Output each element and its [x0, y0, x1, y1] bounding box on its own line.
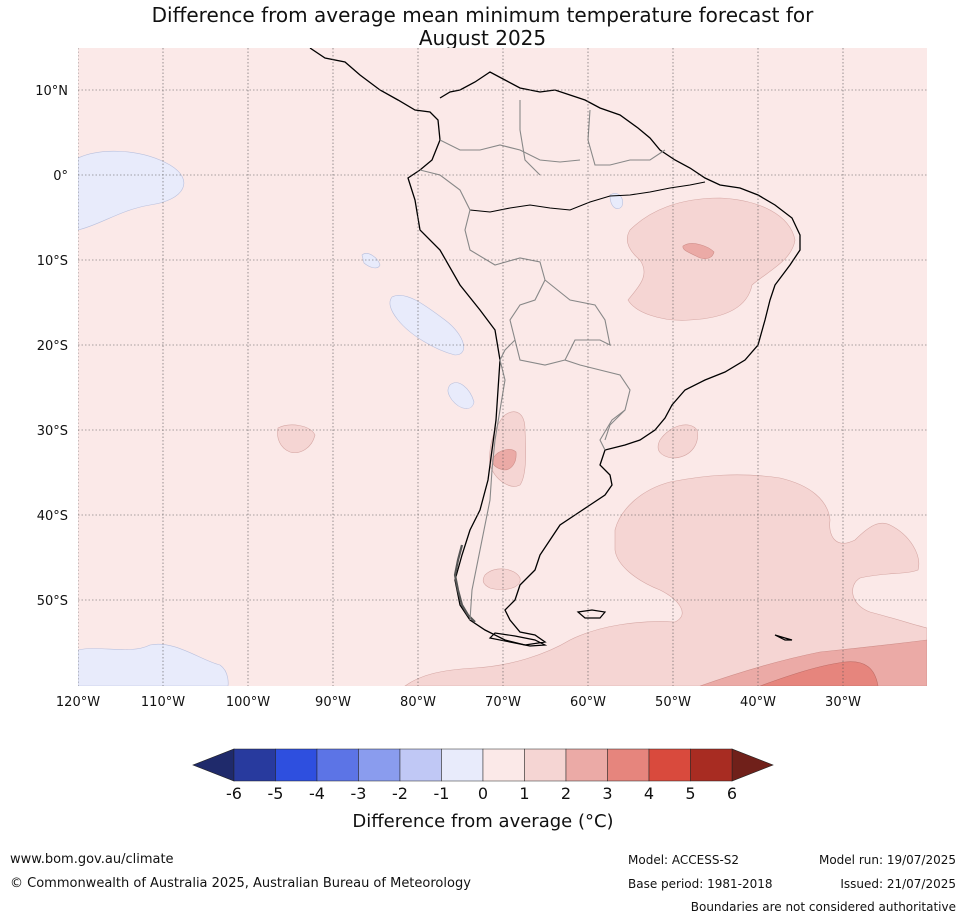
falkland-islands — [576, 609, 607, 619]
longitude-tick-label: 30°W — [825, 695, 861, 710]
latitude-tick-label: 10°S — [37, 254, 68, 269]
latitude-tick-label: 0° — [53, 169, 68, 184]
longitude-tick-label: 120°W — [56, 695, 100, 710]
colorbar-segment — [233, 748, 276, 782]
warm-area-uruguay-coast — [657, 424, 698, 459]
chile-archipelago — [453, 544, 476, 623]
footer-base-period: Base period: 1981-2018 — [628, 877, 773, 891]
cool-patch-small-1 — [361, 253, 381, 269]
latitude-tick-label: 40°S — [37, 509, 68, 524]
colorbar-tick-label: -6 — [226, 784, 242, 803]
amazon-river — [469, 181, 706, 213]
title-line-1: Difference from average mean minimum tem… — [151, 3, 814, 27]
coastline-south-america — [309, 48, 801, 646]
colorbar-tick-label: 3 — [602, 784, 612, 803]
colorbar-segment — [275, 748, 318, 782]
longitude-tick-label: 80°W — [400, 695, 436, 710]
warm-area-northeast-brazil — [627, 197, 796, 321]
map-title: Difference from average mean minimum tem… — [0, 4, 965, 50]
longitude-tick-label: 90°W — [315, 695, 351, 710]
warm-area-patagonia — [482, 568, 521, 590]
colorbar-low-extend — [192, 748, 235, 782]
longitude-tick-label: 100°W — [226, 695, 270, 710]
coastline-layer — [309, 48, 801, 647]
cool-patch-brazil-coast — [609, 193, 623, 209]
colorbar-tick-label: -4 — [309, 784, 325, 803]
colorbar-segment — [316, 748, 359, 782]
title-line-2: August 2025 — [418, 26, 547, 50]
latitude-tick-label: 50°S — [37, 594, 68, 609]
warm-area-south-atlantic — [404, 474, 927, 686]
colorbar: -6 -5 -4 -3 -2 -1 0 1 2 3 4 5 6 — [192, 748, 774, 803]
longitude-tick-label: 50°W — [655, 695, 691, 710]
warm-area-pacific-small — [277, 424, 316, 453]
longitude-tick-label: 70°W — [485, 695, 521, 710]
longitude-tick-label: 40°W — [740, 695, 776, 710]
colorbar-tick-label: 1 — [519, 784, 529, 803]
colorbar-high-extend — [731, 748, 774, 782]
graticule — [78, 48, 927, 686]
colorbar-tick-label: 2 — [561, 784, 571, 803]
colorbar-tick-label: 6 — [727, 784, 737, 803]
cool-patch-small-2 — [447, 382, 475, 409]
latitude-tick-label: 20°S — [37, 339, 68, 354]
cool-patch-peru-offshore — [389, 295, 464, 356]
colorbar-tick-label: 5 — [685, 784, 695, 803]
colorbar-tick-label: 0 — [478, 784, 488, 803]
longitude-labels: 120°W 110°W 100°W 90°W 80°W 70°W 60°W 50°W 40°W 3… — [56, 695, 861, 710]
colorbar-segment — [358, 748, 401, 782]
longitude-tick-label: 110°W — [141, 695, 185, 710]
colorbar-tick-label: -5 — [268, 784, 284, 803]
colorbar-segment — [565, 748, 608, 782]
latitude-tick-label: 30°S — [37, 424, 68, 439]
colorbar-segment — [690, 748, 733, 782]
colorbar-segment — [482, 748, 525, 782]
colorbar-tick-label: 4 — [644, 784, 654, 803]
warm-2-northeast-brazil — [682, 243, 715, 259]
longitude-tick-label: 60°W — [570, 695, 606, 710]
cool-patch-equatorial-pacific — [78, 150, 185, 231]
footer-issued: Issued: 21/07/2025 — [840, 877, 956, 891]
warm-3-far-south-atlantic — [759, 661, 879, 686]
colorbar-segment — [524, 748, 567, 782]
warm-2-western-argentina — [492, 449, 517, 471]
colorbar-tick-label: -3 — [351, 784, 367, 803]
south-georgia — [774, 634, 793, 641]
latitude-tick-label: 10°N — [35, 84, 68, 99]
footer-copyright: © Commonwealth of Australia 2025, Austra… — [10, 876, 471, 891]
footer-model: Model: ACCESS-S2 — [628, 853, 740, 867]
colorbar-tick-label: -2 — [392, 784, 408, 803]
tierra-del-fuego — [488, 632, 548, 647]
colorbar-tick-label: -1 — [434, 784, 450, 803]
footer-model-run: Model run: 19/07/2025 — [818, 853, 956, 867]
latitude-labels: 10°N 0° 10°S 20°S 30°S 40°S 50°S — [35, 84, 68, 609]
footer-website[interactable]: www.bom.gov.au/climate — [10, 852, 174, 867]
colorbar-title: Difference from average (°C) — [352, 811, 613, 832]
colorbar-segment — [607, 748, 650, 782]
colorbar-segment — [399, 748, 442, 782]
footer-disclaimer: Boundaries are not considered authoritat… — [690, 900, 956, 914]
anomaly-layer — [78, 150, 927, 686]
colorbar-segment — [441, 748, 484, 782]
cool-patch-southwest — [78, 643, 229, 686]
colorbar-segment — [648, 748, 691, 782]
